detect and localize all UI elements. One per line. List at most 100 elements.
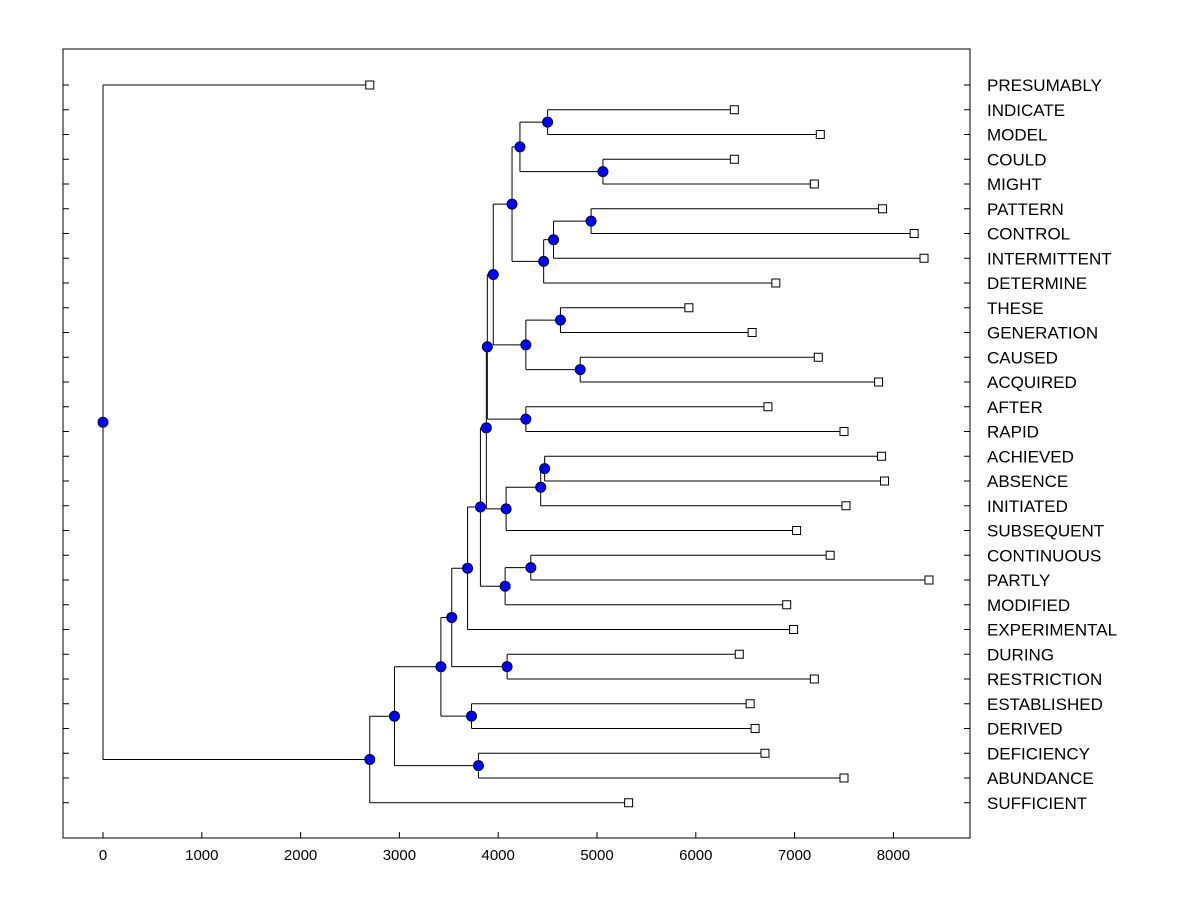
merge-node — [435, 661, 447, 673]
merge-nodes — [97, 116, 609, 772]
leaf-label: SUFFICIENT — [987, 794, 1087, 813]
leaf-marker — [771, 278, 781, 288]
leaf-marker — [747, 328, 757, 337]
merge-node — [97, 416, 109, 428]
leaf-marker — [815, 130, 825, 139]
leaf-label: MIGHT — [987, 175, 1042, 194]
leaf-marker — [729, 105, 739, 115]
merge-node — [481, 341, 493, 353]
x-tick-label: 3000 — [383, 847, 416, 864]
leaf-marker — [841, 501, 851, 511]
leaf-marker — [919, 253, 929, 263]
merge-node — [514, 141, 526, 153]
merge-node — [446, 611, 458, 623]
leaf-marker — [877, 451, 887, 461]
leaf-marker — [729, 154, 739, 164]
merge-node — [487, 268, 499, 280]
leaf-label: AFTER — [987, 398, 1043, 417]
leaf-label: GENERATION — [987, 324, 1098, 343]
merge-node — [501, 661, 513, 673]
leaf-label: EXPERIMENTAL — [987, 621, 1117, 640]
leaf-label: PARTLY — [987, 571, 1050, 590]
leaf-markers — [365, 80, 934, 808]
merge-node — [574, 364, 586, 376]
leaf-label: DEFICIENCY — [987, 744, 1090, 763]
x-axis: 0 1000 2000 3000 4000 5000 6000 7000 8000 — [99, 832, 910, 864]
leaf-marker — [813, 352, 823, 362]
merge-node — [500, 503, 512, 515]
leaf-label: ACHIEVED — [987, 447, 1074, 466]
x-tick-label: 1000 — [185, 847, 218, 864]
leaf-label: INDICATE — [987, 101, 1065, 120]
leaf-label: PRESUMABLY — [987, 76, 1102, 95]
leaf-label: CONTINUOUS — [987, 546, 1101, 565]
merge-node — [538, 255, 550, 267]
x-tick-label: 0 — [99, 847, 107, 864]
leaf-marker — [839, 427, 849, 436]
leaf-marker — [750, 724, 760, 733]
leaf-marker — [878, 204, 888, 214]
merge-node — [554, 314, 566, 326]
leaf-labels: PRESUMABLY INDICATE MODEL COULD MIGHT PATTERN… — [987, 76, 1117, 813]
leaf-label: DURING — [987, 645, 1054, 664]
merge-node — [480, 422, 492, 434]
leaf-marker — [782, 600, 792, 610]
leaf-label: INTERMITTENT — [987, 249, 1112, 268]
leaf-marker — [809, 179, 819, 189]
leaf-marker — [880, 476, 890, 486]
x-tick-label: 2000 — [284, 847, 317, 864]
leaf-marker — [874, 377, 884, 387]
leaf-marker — [624, 798, 634, 808]
merge-node — [539, 463, 551, 475]
leaf-label: ABUNDANCE — [987, 769, 1094, 788]
merge-node — [525, 562, 537, 574]
x-tick-label: 4000 — [482, 847, 515, 864]
leaf-label: COULD — [987, 150, 1047, 169]
merge-node — [466, 710, 478, 722]
merge-node — [542, 116, 554, 128]
x-tick-label: 8000 — [877, 847, 910, 864]
leaf-marker — [365, 80, 375, 90]
leaf-marker — [924, 575, 934, 585]
leaf-marker — [839, 773, 849, 783]
merge-node — [585, 215, 597, 227]
x-tick-label: 5000 — [580, 847, 613, 864]
merge-node — [388, 710, 400, 722]
merge-node — [548, 234, 560, 246]
leaf-marker — [789, 625, 799, 634]
merge-node — [597, 166, 609, 178]
merge-node — [520, 413, 532, 425]
leaf-marker — [825, 550, 835, 560]
leaf-label: CAUSED — [987, 348, 1058, 367]
leaf-marker — [760, 748, 770, 758]
leaf-label: DERIVED — [987, 720, 1063, 739]
leaf-label: RESTRICTION — [987, 670, 1102, 689]
leaf-label: RAPID — [987, 423, 1039, 442]
leaf-marker — [792, 526, 802, 535]
plot-frame — [62, 48, 971, 839]
dendrogram-branches — [102, 84, 929, 804]
leaf-label: ACQUIRED — [987, 373, 1077, 392]
leaf-marker — [909, 229, 919, 238]
merge-node — [474, 501, 486, 513]
leaf-label: THESE — [987, 299, 1044, 318]
leaf-label: ESTABLISHED — [987, 695, 1103, 714]
x-tick-label: 7000 — [778, 847, 811, 864]
merge-node — [499, 580, 511, 592]
leaf-label: PATTERN — [987, 200, 1064, 219]
merge-node — [472, 760, 484, 772]
merge-node — [364, 753, 376, 765]
leaf-marker — [734, 649, 744, 659]
leaf-label: ABSENCE — [987, 472, 1068, 491]
leaf-label: DETERMINE — [987, 274, 1087, 293]
x-tick-label: 6000 — [679, 847, 712, 864]
merge-node — [462, 562, 474, 574]
merge-node — [535, 481, 547, 493]
leaf-marker — [809, 674, 819, 684]
leaf-marker — [745, 699, 755, 709]
leaf-label: INITIATED — [987, 497, 1068, 516]
y-axis-ticks — [63, 84, 970, 804]
merge-node — [520, 339, 532, 351]
leaf-label: MODEL — [987, 126, 1047, 145]
